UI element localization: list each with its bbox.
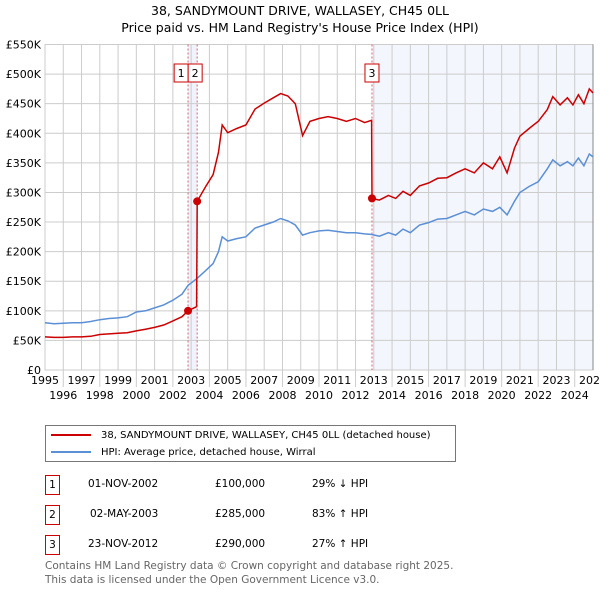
y-tick-label: £100K [6,305,42,318]
y-tick-label: £200K [6,246,42,259]
sale-price: £290,000 [215,538,266,550]
table-row: 1 01-NOV-2002 £100,000 29% ↓ HPI [45,475,545,495]
sale-point [184,306,193,315]
x-tick-label: 2003 [177,374,205,387]
x-tick-label: 1998 [86,389,114,402]
y-tick-label: £300K [6,186,42,199]
sale-price: £285,000 [215,508,266,520]
sale-marker-label: 2 [192,67,199,80]
shaded-region [371,44,593,370]
y-tick-label: £500K [6,68,42,81]
x-tick-label: 2019 [469,374,497,387]
y-tick-label: £50K [13,334,42,347]
x-tick-label: 2015 [396,374,424,387]
sale-price: £100,000 [215,478,266,490]
legend-item-hpi: HPI: Average price, detached house, Wirr… [46,444,316,460]
y-tick-label: £550K [6,39,42,52]
x-tick-label: 1997 [68,374,96,387]
x-tick-label: 2010 [305,389,333,402]
sale-marker-label: 3 [368,67,375,80]
legend-swatch-red [51,434,91,436]
x-tick-label: 2007 [250,374,278,387]
x-tick-label: 2021 [506,374,534,387]
legend-item-property: 38, SANDYMOUNT DRIVE, WALLASEY, CH45 0LL… [46,427,431,443]
x-tick-label: 2008 [268,389,296,402]
y-tick-label: £250K [6,216,42,229]
sale-number: 2 [45,505,60,525]
sale-marker-box [187,63,203,83]
sale-marker-label: 1 [178,67,185,80]
table-row: 3 23-NOV-2012 £290,000 27% ↑ HPI [45,535,545,555]
x-tick-label: 2022 [524,389,552,402]
footer-licence: This data is licensed under the Open Gov… [45,574,380,586]
x-tick-label: 1996 [49,389,77,402]
x-tick-label: 2004 [195,389,223,402]
x-tick-label: 1999 [104,374,132,387]
x-tick-label: 2025 [579,374,600,387]
x-tick-label: 2002 [159,389,187,402]
sale-hpi-diff: 83% ↑ HPI [312,508,369,520]
chart-subtitle: Price paid vs. HM Land Registry's House … [121,20,479,35]
x-tick-label: 2018 [451,389,479,402]
x-tick-label: 2000 [122,389,150,402]
y-tick-label: £150K [6,275,42,288]
sale-date: 01-NOV-2002 [88,478,159,490]
x-tick-label: 2001 [141,374,169,387]
sale-point [193,197,202,206]
y-tick-label: £400K [6,127,42,140]
footer-copyright: Contains HM Land Registry data © Crown c… [45,560,454,572]
sale-hpi-diff: 27% ↑ HPI [312,538,369,550]
table-row: 2 02-MAY-2003 £285,000 83% ↑ HPI [45,505,545,525]
legend-label-property: 38, SANDYMOUNT DRIVE, WALLASEY, CH45 0LL… [101,429,431,441]
x-tick-label: 2009 [287,374,315,387]
x-tick-label: 2011 [323,374,351,387]
sale-marker-box [364,63,380,83]
x-tick-label: 2024 [561,389,589,402]
sale-point [367,194,376,203]
price-chart: 1995 1996 1997 1998 1999 2000 2001 2002 2003 2004… [6,39,600,403]
x-tick-label: 2016 [415,389,443,402]
y-tick-label: £0 [27,364,41,377]
x-tick-label: 1995 [31,374,59,387]
x-tick-label: 2023 [542,374,570,387]
sale-date: 02-MAY-2003 [90,508,159,520]
x-tick-label: 2006 [232,389,260,402]
sale-number: 3 [45,535,60,555]
hpi-line [44,152,594,325]
legend: 38, SANDYMOUNT DRIVE, WALLASEY, CH45 0LL… [45,425,456,462]
y-tick-label: £350K [6,157,42,170]
x-tick-label: 2005 [214,374,242,387]
x-tick-label: 2017 [433,374,461,387]
sale-date: 23-NOV-2012 [88,538,159,550]
legend-label-hpi: HPI: Average price, detached house, Wirr… [101,446,316,458]
x-tick-label: 2012 [342,389,370,402]
chart-title: 38, SANDYMOUNT DRIVE, WALLASEY, CH45 0LL [151,3,449,18]
x-tick-label: 2014 [378,389,406,402]
legend-swatch-blue [51,451,91,453]
sale-hpi-diff: 29% ↓ HPI [312,478,369,490]
shaded-region [188,44,198,370]
x-tick-label: 2020 [488,389,516,402]
sale-number: 1 [45,475,60,495]
property-price-line [44,87,594,339]
x-tick-label: 2013 [360,374,388,387]
y-tick-label: £450K [6,98,42,111]
